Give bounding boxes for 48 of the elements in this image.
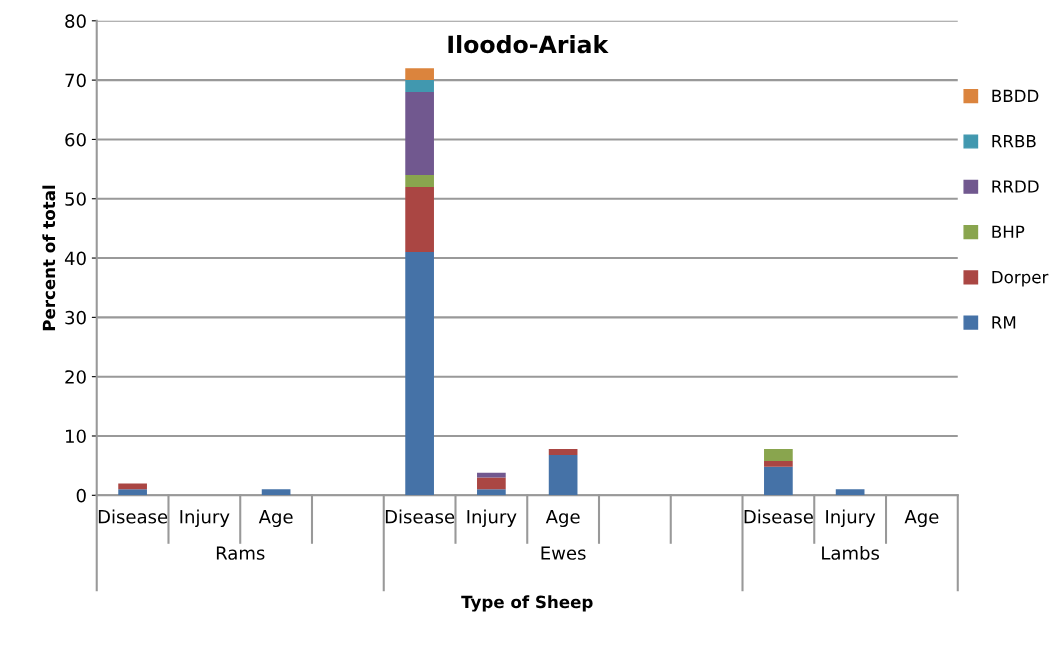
x-tick-label: Disease: [98, 509, 168, 524]
bar: [118, 489, 147, 496]
x-tick-label: Age: [545, 510, 580, 528]
y-tick-label: 10: [66, 429, 86, 444]
bar: [405, 252, 434, 496]
y-tick-label: 30: [65, 310, 86, 325]
bar: [548, 454, 578, 496]
legend-label: RRDD: [992, 180, 1039, 193]
bar: [764, 460, 793, 467]
y-tick-label: 40: [64, 251, 86, 266]
legend-label: BHP: [992, 225, 1025, 238]
x-tick-label: Age: [904, 510, 939, 528]
y-tick-label: 20: [65, 370, 86, 384]
legend-label: RRBB: [992, 135, 1036, 148]
x-tick-label: Injury: [180, 509, 230, 528]
text: Lambs: [822, 545, 880, 560]
legend-label: RM: [992, 316, 1016, 329]
x-tick-label: Disease: [744, 509, 813, 524]
bar: [548, 449, 578, 455]
y-tick-label: 0: [76, 488, 86, 503]
x-tick-label: Disease: [385, 509, 455, 524]
legend-label: BBDD: [992, 89, 1039, 102]
bar: [764, 449, 793, 461]
bar: [405, 175, 434, 187]
bar: [405, 186, 434, 253]
x-tick-label: Injury: [467, 509, 517, 528]
bar: [261, 489, 291, 496]
y-tick-label: 50: [65, 192, 86, 206]
text: Ewes: [541, 546, 586, 560]
y-tick-label: 80: [65, 14, 86, 28]
bar: [405, 91, 434, 176]
x-axis-title: Type of Sheep: [461, 595, 593, 612]
bar: [477, 472, 506, 478]
bar: [764, 466, 793, 496]
x-tick-label: Injury: [826, 509, 876, 528]
bar: [835, 489, 865, 496]
y-tick-label: 70: [65, 73, 86, 88]
chart-title: Iloodo-Ariak: [448, 35, 609, 54]
y-axis-title: Percent of total: [42, 185, 56, 331]
bar: [405, 68, 434, 81]
text: Rams: [216, 546, 265, 560]
y-tick-label: 60: [65, 132, 86, 147]
bar: [118, 483, 147, 490]
legend-label: Dorper: [992, 270, 1049, 287]
bar: [405, 80, 434, 92]
x-tick-label: Age: [258, 510, 293, 528]
bar: [477, 477, 506, 490]
bar: [477, 489, 506, 496]
